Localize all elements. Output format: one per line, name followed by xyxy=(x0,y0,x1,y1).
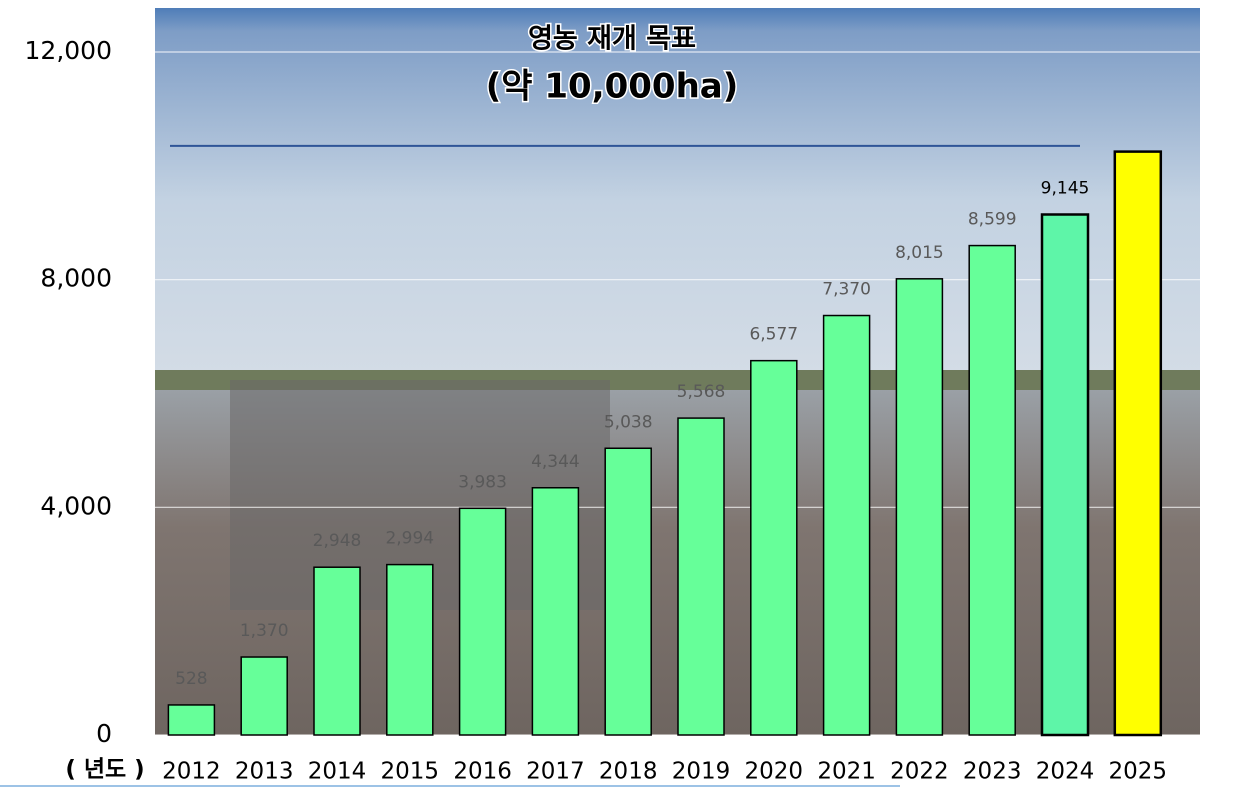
bar xyxy=(240,656,288,736)
x-tick-label: 2012 xyxy=(162,759,221,785)
x-tick-label: 2025 xyxy=(1109,759,1168,785)
bar xyxy=(313,566,361,736)
data-label: 5,038 xyxy=(604,412,653,432)
data-label: 3,983 xyxy=(458,472,507,492)
bar xyxy=(822,314,871,736)
data-label: 5,568 xyxy=(677,382,726,402)
x-axis-label: ( 년도 ) xyxy=(65,757,144,783)
bar xyxy=(386,563,434,736)
x-tick-label: 2015 xyxy=(381,759,440,785)
x-tick-label: 2013 xyxy=(235,759,294,785)
bar xyxy=(531,487,580,736)
x-tick-label: 2016 xyxy=(453,759,512,785)
bar xyxy=(968,244,1016,736)
y-tick-label: 4,000 xyxy=(40,491,112,520)
annotation: 영농 재개 목표 xyxy=(528,24,696,55)
annotation: (약 10,000ha) xyxy=(486,67,739,107)
bar xyxy=(677,417,725,736)
y-tick-label: 0 xyxy=(96,719,112,748)
bar xyxy=(167,704,216,736)
y-tick-label: 12,000 xyxy=(25,36,112,65)
x-tick-label: 2023 xyxy=(963,759,1022,785)
data-label: 4,344 xyxy=(531,452,580,472)
data-label: 528 xyxy=(175,669,207,689)
bar xyxy=(895,278,944,736)
data-label: 9,145 xyxy=(1041,178,1090,198)
x-tick-label: 2019 xyxy=(672,759,731,785)
bar xyxy=(1113,150,1163,737)
x-tick-label: 2022 xyxy=(890,759,949,785)
data-label: 8,599 xyxy=(968,210,1017,230)
bar xyxy=(1040,213,1090,737)
data-label: 7,370 xyxy=(822,280,871,300)
data-label: 1,370 xyxy=(240,621,289,641)
x-tick-label: 2020 xyxy=(745,759,804,785)
bar xyxy=(604,447,652,736)
bar xyxy=(458,507,507,736)
data-label: 2,994 xyxy=(385,529,434,549)
data-label: 6,577 xyxy=(749,325,798,345)
bar xyxy=(750,359,798,736)
x-tick-label: 2014 xyxy=(308,759,367,785)
data-label: 8,015 xyxy=(895,243,944,263)
y-tick-label: 8,000 xyxy=(40,264,112,293)
data-label: 2,948 xyxy=(313,531,362,551)
x-tick-label: 2024 xyxy=(1036,759,1095,785)
x-tick-label: 2017 xyxy=(526,759,585,785)
photo-sky xyxy=(155,8,1200,393)
x-tick-label: 2021 xyxy=(817,759,876,785)
x-tick-label: 2018 xyxy=(599,759,658,785)
